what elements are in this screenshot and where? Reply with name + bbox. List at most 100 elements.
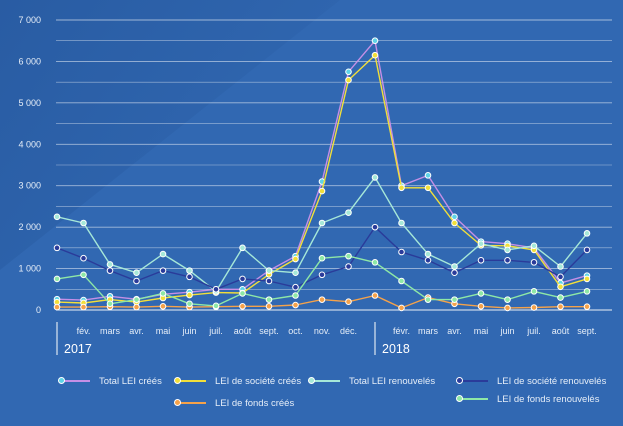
legend-line-icon bbox=[174, 375, 208, 387]
data-point[interactable] bbox=[106, 267, 114, 274]
legend-item-lei-fonds-renouveles[interactable]: LEI de fonds renouvelés bbox=[456, 392, 599, 406]
data-point[interactable] bbox=[345, 263, 352, 270]
data-point[interactable] bbox=[451, 296, 458, 303]
data-point[interactable] bbox=[345, 252, 352, 260]
data-point[interactable] bbox=[398, 248, 405, 256]
data-point[interactable] bbox=[53, 303, 61, 311]
gridlines bbox=[56, 19, 612, 311]
data-point[interactable] bbox=[292, 255, 299, 263]
data-point[interactable] bbox=[80, 254, 87, 262]
data-point[interactable] bbox=[583, 246, 591, 254]
data-point[interactable] bbox=[371, 51, 379, 59]
data-point[interactable] bbox=[265, 302, 273, 310]
legend-item-lei-societe-crees[interactable]: LEI de société créés bbox=[174, 374, 301, 388]
data-point[interactable] bbox=[477, 240, 485, 248]
data-point[interactable] bbox=[583, 275, 591, 283]
data-point[interactable] bbox=[583, 230, 591, 237]
data-point[interactable] bbox=[371, 259, 379, 266]
data-point[interactable] bbox=[133, 303, 140, 311]
data-point[interactable] bbox=[239, 290, 246, 297]
data-point[interactable] bbox=[292, 269, 299, 277]
legend-item-lei-societe-renouveles[interactable]: LEI de société renouvelés bbox=[456, 374, 606, 388]
data-point[interactable] bbox=[530, 288, 538, 295]
data-point[interactable] bbox=[159, 250, 167, 258]
data-point[interactable] bbox=[345, 209, 352, 216]
data-point[interactable] bbox=[583, 303, 591, 310]
data-point[interactable] bbox=[451, 263, 458, 270]
data-point[interactable] bbox=[398, 304, 405, 312]
data-point[interactable] bbox=[345, 298, 352, 306]
data-point[interactable] bbox=[424, 172, 432, 179]
data-point[interactable] bbox=[53, 244, 61, 252]
data-point[interactable] bbox=[557, 303, 564, 310]
data-point[interactable] bbox=[212, 285, 220, 293]
data-point[interactable] bbox=[159, 267, 167, 274]
data-point[interactable] bbox=[504, 256, 511, 264]
data-point[interactable] bbox=[292, 301, 299, 309]
legend-item-total-lei-crees[interactable]: Total LEI créés bbox=[58, 374, 162, 388]
data-point[interactable] bbox=[106, 300, 114, 308]
data-point[interactable] bbox=[477, 302, 485, 310]
data-point[interactable] bbox=[265, 277, 273, 285]
data-point[interactable] bbox=[133, 296, 140, 303]
data-point[interactable] bbox=[80, 219, 87, 227]
data-point[interactable] bbox=[53, 213, 61, 221]
data-point[interactable] bbox=[398, 277, 405, 285]
data-point[interactable] bbox=[477, 256, 485, 264]
data-point[interactable] bbox=[371, 223, 379, 231]
data-point[interactable] bbox=[212, 302, 220, 310]
data-point[interactable] bbox=[557, 273, 564, 281]
data-point[interactable] bbox=[530, 304, 538, 311]
data-point[interactable] bbox=[186, 267, 193, 274]
data-point[interactable] bbox=[292, 283, 299, 291]
data-point[interactable] bbox=[371, 174, 379, 181]
legend-item-lei-fonds-crees[interactable]: LEI de fonds créés bbox=[174, 396, 294, 410]
data-point[interactable] bbox=[504, 246, 511, 254]
data-point[interactable] bbox=[451, 213, 458, 221]
data-point[interactable] bbox=[159, 290, 167, 297]
data-point[interactable] bbox=[318, 271, 326, 279]
data-point[interactable] bbox=[398, 184, 405, 192]
data-point[interactable] bbox=[186, 273, 193, 281]
data-point[interactable] bbox=[557, 283, 564, 291]
data-point[interactable] bbox=[80, 271, 87, 279]
data-point[interactable] bbox=[371, 292, 379, 299]
data-point[interactable] bbox=[424, 250, 432, 258]
data-point[interactable] bbox=[106, 261, 114, 268]
data-point[interactable] bbox=[477, 290, 485, 297]
data-point[interactable] bbox=[239, 302, 246, 310]
data-point[interactable] bbox=[265, 296, 273, 303]
data-point[interactable] bbox=[504, 296, 511, 303]
data-point[interactable] bbox=[557, 263, 564, 270]
data-point[interactable] bbox=[504, 304, 511, 312]
data-point[interactable] bbox=[424, 184, 432, 192]
data-point[interactable] bbox=[424, 256, 432, 264]
data-point[interactable] bbox=[53, 275, 61, 283]
data-point[interactable] bbox=[557, 294, 564, 301]
data-point[interactable] bbox=[530, 242, 538, 250]
data-point[interactable] bbox=[239, 244, 246, 252]
data-point[interactable] bbox=[318, 296, 326, 303]
data-point[interactable] bbox=[133, 277, 140, 285]
data-point[interactable] bbox=[80, 303, 87, 311]
data-point[interactable] bbox=[583, 288, 591, 295]
data-point[interactable] bbox=[398, 219, 405, 227]
data-point[interactable] bbox=[265, 267, 273, 274]
data-point[interactable] bbox=[318, 187, 326, 195]
data-point[interactable] bbox=[318, 219, 326, 227]
data-point[interactable] bbox=[451, 219, 458, 227]
data-point[interactable] bbox=[159, 302, 167, 310]
legend-item-total-lei-renouveles[interactable]: Total LEI renouvelés bbox=[308, 374, 435, 388]
data-point[interactable] bbox=[424, 296, 432, 303]
data-point[interactable] bbox=[451, 269, 458, 277]
data-point[interactable] bbox=[239, 275, 246, 283]
data-point[interactable] bbox=[186, 291, 193, 299]
data-point[interactable] bbox=[292, 292, 299, 299]
data-point[interactable] bbox=[345, 68, 352, 76]
data-point[interactable] bbox=[186, 300, 193, 308]
data-point[interactable] bbox=[530, 259, 538, 266]
data-point[interactable] bbox=[371, 37, 379, 45]
data-point[interactable] bbox=[318, 254, 326, 262]
data-point[interactable] bbox=[133, 269, 140, 277]
data-point[interactable] bbox=[345, 76, 352, 84]
